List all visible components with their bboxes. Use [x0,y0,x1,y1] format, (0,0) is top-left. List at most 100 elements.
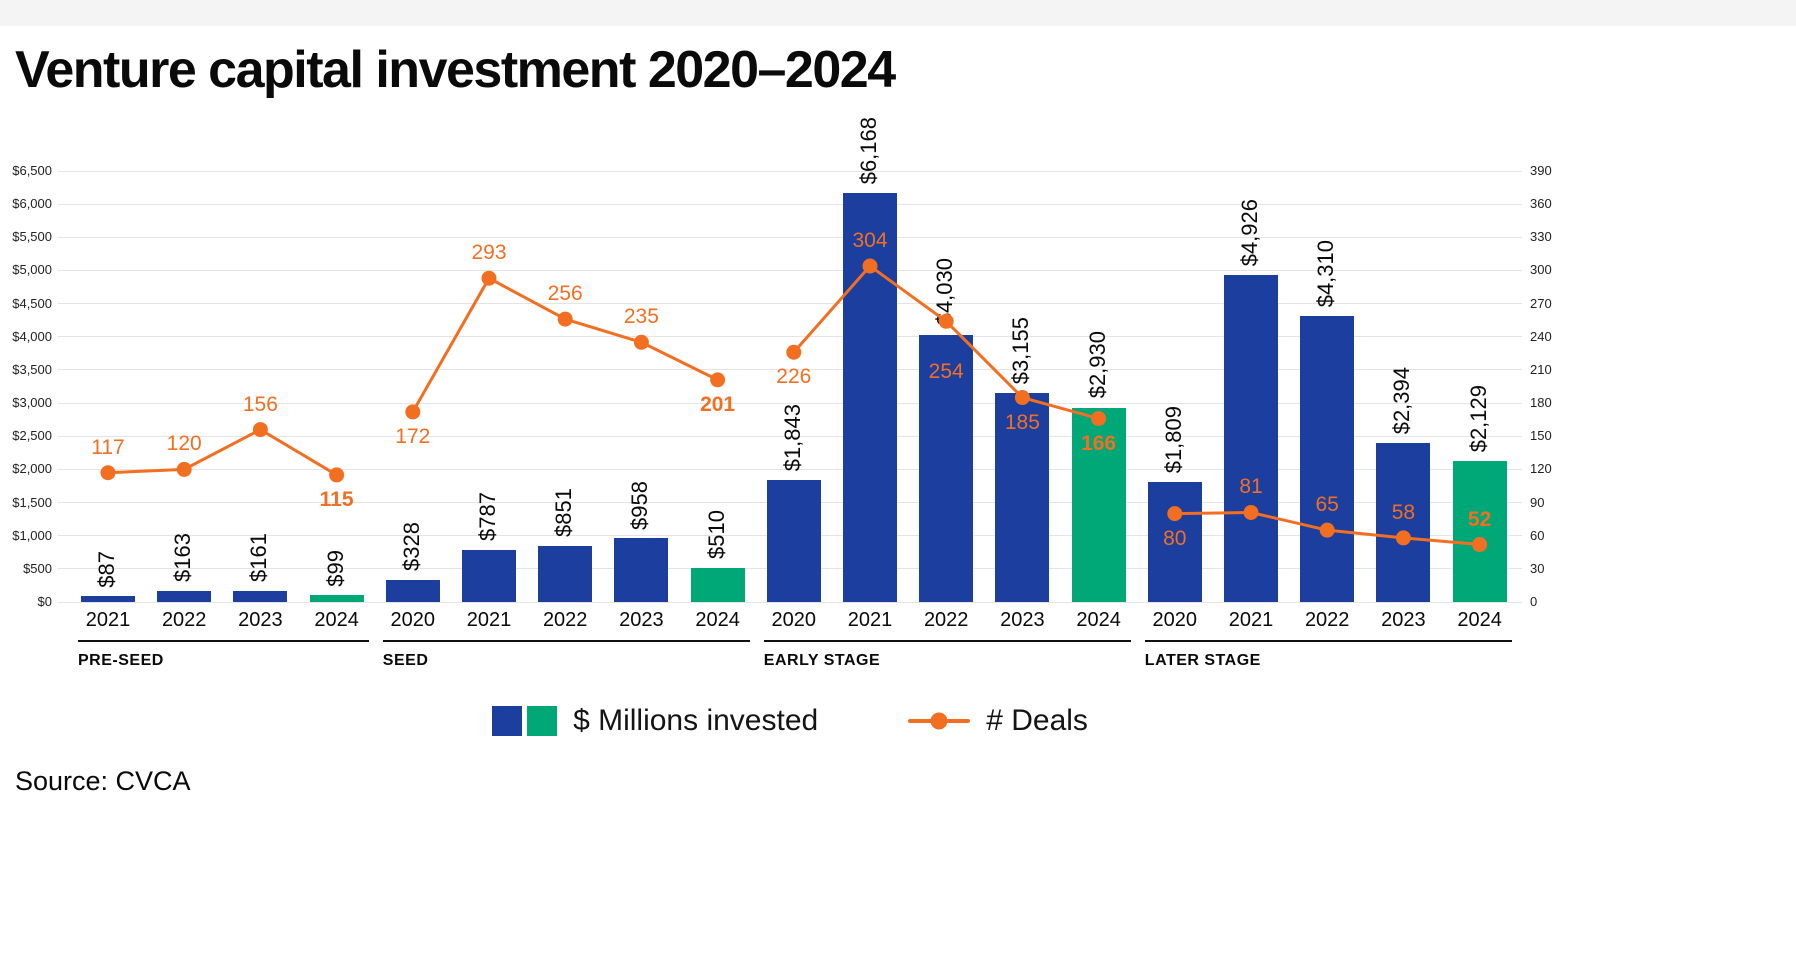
deals-label: 185 [1004,410,1040,434]
y-axis-tick-left: $6,000 [12,196,52,212]
bar [690,568,745,602]
year-label: 2020 [1152,609,1198,631]
y-axis-tick-right: 360 [1530,196,1552,212]
gridline [58,269,1522,271]
deals-label: 120 [166,432,202,456]
deals-point [557,311,573,327]
gridline [58,468,1522,470]
year-label: 2024 [1076,609,1121,631]
bar [995,392,1050,602]
deals-label: 52 [1467,507,1492,531]
legend-swatch-blue [492,706,523,736]
y-axis-tick-right: 300 [1530,262,1552,278]
year-label: 2022 [923,609,969,631]
bar-value-label: $958 [627,480,653,530]
bar [1300,316,1355,602]
year-label: 2020 [390,609,436,631]
legend-line-label: # Deals [986,704,1088,737]
y-axis-tick-right: 330 [1530,229,1552,245]
year-label: 2020 [771,609,817,631]
group-underline [382,640,750,642]
legend-swatches [492,706,558,736]
deals-label: 81 [1239,475,1263,499]
y-axis-tick-left: $2,000 [12,461,52,477]
deals-label: 58 [1391,500,1416,524]
deals-label: 226 [776,365,812,389]
bar [81,596,135,602]
group-label: SEED [382,652,429,669]
legend-item-deals: # Deals [908,704,1088,738]
bar [538,545,593,602]
gridline [58,170,1522,172]
deals-label: 256 [547,282,583,306]
bar [1071,407,1126,602]
bar-value-label: $99 [322,549,348,587]
source-note: Source: CVCA [15,766,191,796]
y-axis-tick-right: 30 [1530,560,1545,576]
deals-label: 304 [852,229,888,253]
year-label: 2022 [1304,609,1350,631]
bar-value-label: $2,394 [1389,366,1415,435]
deals-point [481,270,497,286]
deals-label: 201 [700,392,736,416]
legend-deals-dot-icon [930,712,948,730]
deals-point [100,465,116,481]
bar [843,193,897,602]
legend-item-invested: $ Millions invested [492,704,818,738]
deals-point [710,372,726,388]
y-axis-tick-right: 60 [1530,527,1545,543]
deals-label: 156 [242,392,278,416]
y-axis-tick-right: 180 [1530,395,1552,411]
year-label: 2023 [238,609,283,631]
deals-label: 115 [319,487,354,511]
bar [1452,460,1507,602]
bar [614,538,669,602]
bar-value-label: $2,129 [1465,384,1491,452]
bar-value-label: $787 [475,491,500,541]
y-axis-tick-left: $5,000 [12,262,52,278]
bar-value-label: $3,155 [1008,316,1034,384]
y-axis-tick-right: 210 [1530,361,1552,377]
year-label: 2024 [695,609,740,631]
year-label: 2021 [1228,609,1274,631]
deals-point [786,344,802,360]
group-underline [763,640,1131,642]
deals-label: 80 [1163,526,1187,550]
top-strip [0,0,1796,26]
y-axis-tick-left: $2,500 [12,428,52,444]
y-axis-tick-left: $1,500 [12,494,52,510]
deals-label: 166 [1081,431,1117,455]
y-axis-tick-left: $3,500 [12,361,52,377]
deals-label: 172 [395,424,431,448]
y-axis-tick-left: $6,500 [12,163,52,178]
bar-value-label: $4,926 [1237,199,1262,267]
y-axis-tick-right: 90 [1530,494,1545,510]
bar [1224,275,1278,602]
deals-label: 293 [471,241,507,265]
year-label: 2021 [85,609,131,631]
gridline [58,435,1522,437]
year-label: 2021 [466,609,512,631]
y-axis-tick-left: $4,500 [12,295,52,311]
gridline [58,402,1522,404]
year-label: 2024 [314,609,359,631]
year-label: 2023 [1000,609,1045,631]
bar [233,591,288,602]
bar-value-label: $510 [703,510,729,560]
year-label: 2023 [1381,609,1426,631]
bar-value-label: $328 [398,522,424,572]
year-label: 2024 [1457,609,1502,631]
chart-title: Venture capital investment 2020–2024 [15,41,896,99]
bar-value-label: $2,930 [1084,331,1110,399]
bar-value-label: $1,809 [1160,405,1186,474]
y-axis-tick-right: 270 [1530,295,1552,311]
y-axis-tick-right: 0 [1530,594,1538,609]
bar-value-label: $161 [246,533,272,583]
bar [309,595,364,602]
year-label: 2021 [847,609,893,631]
deals-point [405,404,421,420]
legend: $ Millions invested # Deals [58,697,1522,745]
bar-value-label: $87 [94,550,119,588]
